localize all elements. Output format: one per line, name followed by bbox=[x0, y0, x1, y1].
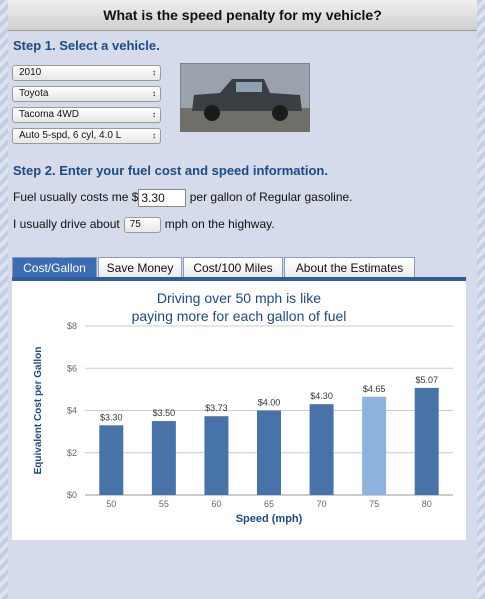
x-tick-label: 50 bbox=[106, 499, 116, 509]
value-label: $4.30 bbox=[310, 391, 333, 401]
select[interactable]: 2010 bbox=[12, 65, 161, 81]
speed-line: I usually drive about 75 mph on the highwa… bbox=[13, 217, 275, 233]
select[interactable]: Auto 5-spd, 6 cyl, 4.0 L bbox=[12, 128, 161, 144]
fuel-input[interactable]: 3.30 bbox=[138, 189, 187, 207]
x-tick-label: 75 bbox=[369, 499, 379, 509]
bar bbox=[309, 404, 334, 495]
chart-title: paying more for each gallon of fuel bbox=[132, 308, 347, 324]
bar bbox=[204, 416, 229, 495]
y-tick-label: $6 bbox=[67, 363, 77, 373]
bar bbox=[414, 387, 439, 495]
bar bbox=[257, 410, 281, 495]
y-tick-label: $0 bbox=[67, 490, 77, 500]
value-label: $3.73 bbox=[205, 403, 228, 413]
bar bbox=[99, 425, 124, 495]
step-title: Step 1. Select a vehicle. bbox=[13, 38, 160, 53]
select[interactable]: Toyota bbox=[12, 86, 161, 102]
select[interactable]: Tacoma 4WD bbox=[12, 107, 161, 123]
chart: Driving over 50 mph is like paying more f… bbox=[12, 281, 466, 540]
x-tick-label: 60 bbox=[211, 499, 221, 509]
label: per gallon of bbox=[189, 190, 256, 205]
label: I usually drive about bbox=[13, 217, 120, 232]
x-tick-label: 55 bbox=[159, 499, 169, 509]
value-label: $4.00 bbox=[258, 398, 281, 408]
step-title: Step 2. Enter your fuel cost and speed i… bbox=[13, 163, 328, 178]
tab[interactable]: Cost/Gallon bbox=[12, 257, 97, 278]
chart-title: Driving over 50 mph is like bbox=[157, 290, 321, 306]
speed-select[interactable]: 75 bbox=[123, 217, 161, 233]
x-tick-label: 70 bbox=[317, 499, 327, 509]
y-tick-label: $2 bbox=[67, 448, 77, 458]
x-tick-label: 65 bbox=[264, 499, 274, 509]
value-label: $3.50 bbox=[153, 408, 176, 418]
vehicle-image bbox=[180, 63, 310, 132]
x-axis-label: Speed (mph) bbox=[236, 513, 303, 525]
tab[interactable]: Cost/100 Miles bbox=[183, 257, 283, 278]
label: Fuel usually costs me $ bbox=[13, 190, 139, 205]
stripe bbox=[477, 0, 485, 599]
fuel-line: Fuel usually costs me $3.30 per gallon o… bbox=[13, 189, 353, 207]
tab[interactable]: About the Estimates bbox=[284, 257, 415, 278]
stripe bbox=[0, 0, 8, 599]
header-title: What is the speed penalty for my vehicle… bbox=[8, 0, 477, 31]
y-axis-label: Equivalent Cost per Gallon bbox=[33, 347, 44, 475]
x-tick-label: 80 bbox=[422, 499, 432, 509]
fuel-type: Regular gasoline. bbox=[259, 190, 353, 205]
bar bbox=[362, 396, 387, 495]
value-label: $5.07 bbox=[415, 375, 438, 385]
y-tick-label: $4 bbox=[67, 406, 77, 416]
value-label: $4.65 bbox=[363, 384, 386, 394]
tab[interactable]: Save Money bbox=[98, 257, 182, 278]
tab-bar bbox=[12, 277, 466, 281]
value-label: $3.30 bbox=[100, 412, 123, 422]
bar bbox=[151, 421, 176, 495]
y-tick-label: $8 bbox=[67, 321, 77, 331]
label: mph on the highway. bbox=[164, 217, 275, 232]
